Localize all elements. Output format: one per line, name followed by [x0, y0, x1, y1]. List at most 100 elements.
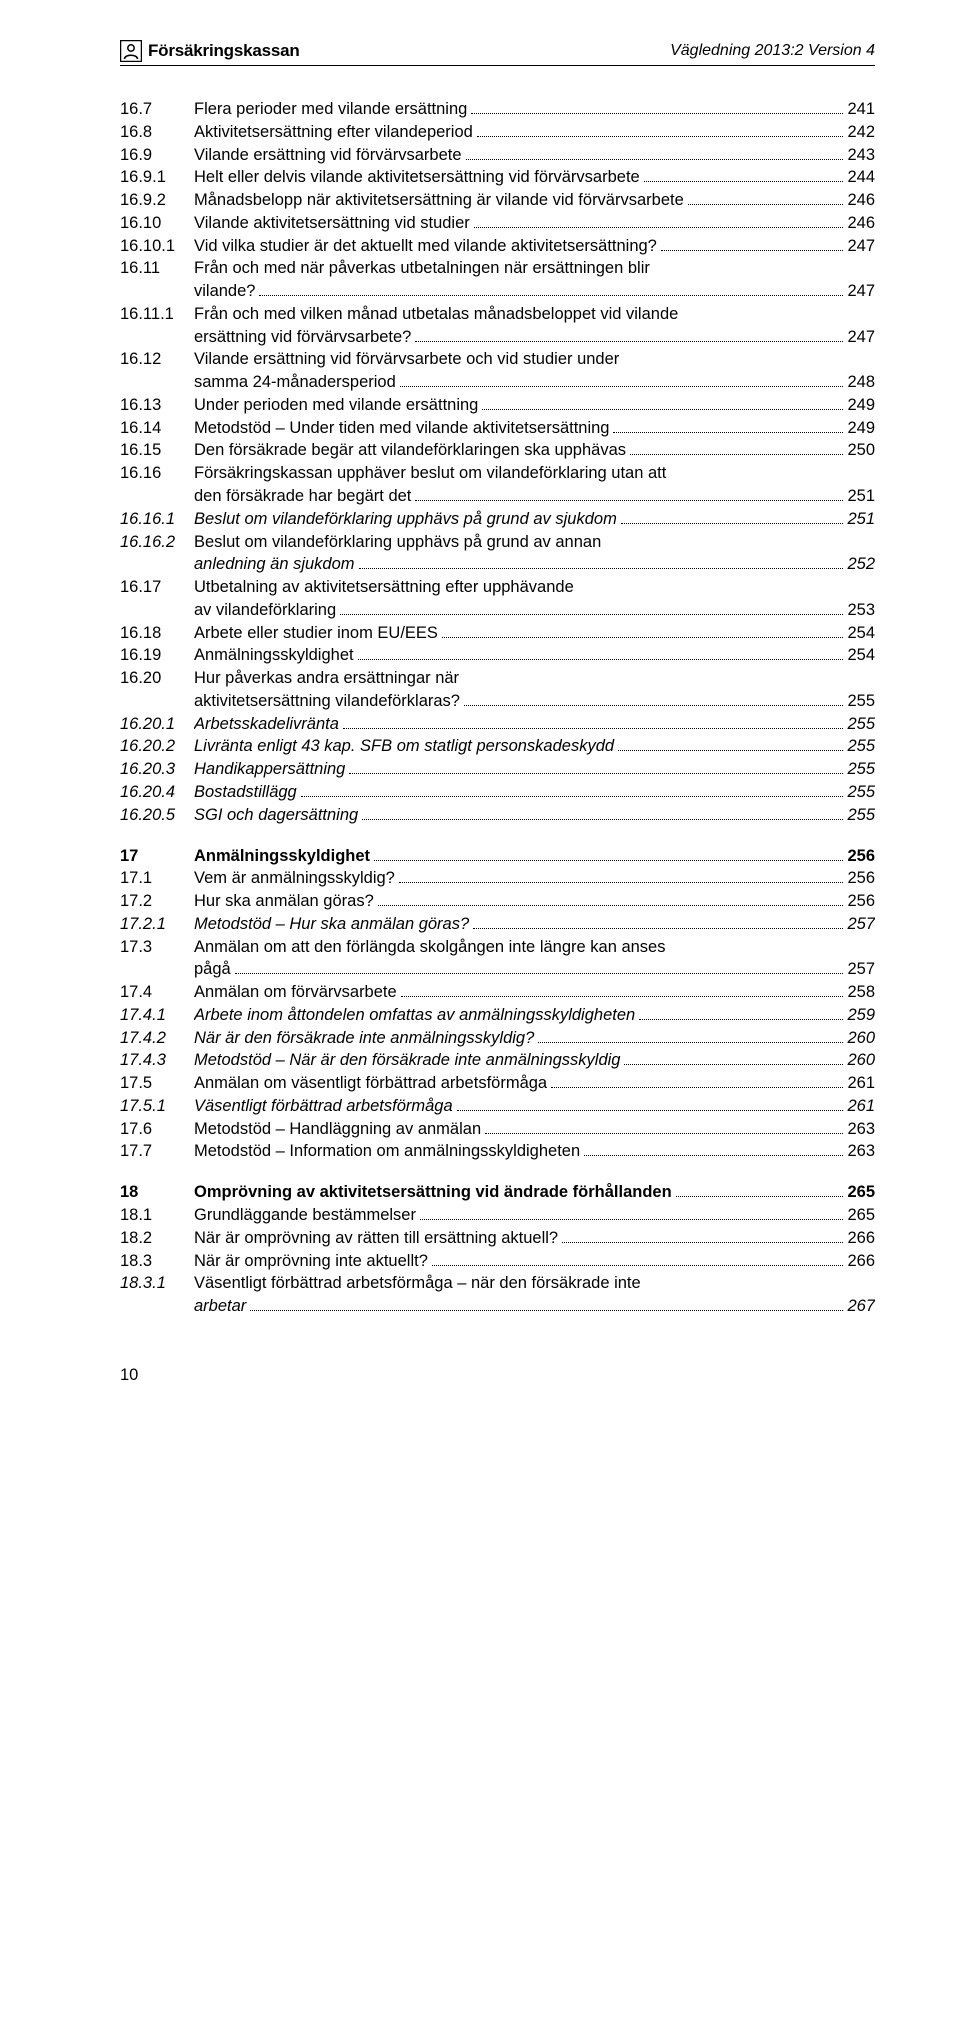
toc-page-number: 256	[847, 890, 875, 913]
toc-title-line: Väsentligt förbättrad arbetsförmåga – nä…	[194, 1272, 875, 1295]
toc-entry: 16.20.2Livränta enligt 43 kap. SFB om st…	[120, 735, 875, 758]
toc-title-line: Hur påverkas andra ersättningar när	[194, 667, 875, 690]
toc-title: Livränta enligt 43 kap. SFB om statligt …	[194, 735, 875, 758]
toc-title-text: SGI och dagersättning	[194, 804, 358, 827]
toc-page-number: 247	[847, 235, 875, 258]
toc-number: 17.2.1	[120, 913, 194, 936]
toc-title: Anmälan om att den förlängda skolgången …	[194, 936, 875, 982]
toc-entry: 17.2.1Metodstöd – Hur ska anmälan göras?…	[120, 913, 875, 936]
toc-title-line: Från och med vilken månad utbetalas måna…	[194, 303, 875, 326]
toc-leader-dots	[400, 371, 844, 387]
toc-leader-dots	[551, 1072, 843, 1088]
toc-leader-dots	[358, 645, 844, 661]
toc-title: Handikappersättning255	[194, 758, 875, 781]
toc-number: 17.6	[120, 1118, 194, 1141]
toc-number: 16.12	[120, 348, 194, 371]
toc-leader-dots	[471, 98, 843, 114]
toc-page-number: 255	[847, 713, 875, 736]
toc-page-number: 257	[847, 913, 875, 936]
toc-entry: 16.9.2Månadsbelopp när aktivitetsersättn…	[120, 189, 875, 212]
toc-title-text: Anmälan om förvärvsarbete	[194, 981, 397, 1004]
toc-title: Försäkringskassan upphäver beslut om vil…	[194, 462, 875, 508]
toc-number: 17	[120, 845, 194, 868]
toc-number: 17.5	[120, 1072, 194, 1095]
toc-leader-dots	[401, 981, 844, 997]
toc-number: 17.3	[120, 936, 194, 959]
toc-title: Metodstöd – Under tiden med vilande akti…	[194, 417, 875, 440]
toc-number: 16.20	[120, 667, 194, 690]
toc-leader-dots	[432, 1250, 844, 1266]
toc-entry: 16.16.2Beslut om vilandeförklaring upphä…	[120, 531, 875, 577]
toc-number: 17.4.3	[120, 1049, 194, 1072]
toc-title: Anmälningsskyldighet254	[194, 644, 875, 667]
toc-title-text: Väsentligt förbättrad arbetsförmåga	[194, 1095, 453, 1118]
toc-entry: 18.3När är omprövning inte aktuellt?266	[120, 1250, 875, 1273]
toc-title-line: Utbetalning av aktivitetsersättning efte…	[194, 576, 875, 599]
toc-page-number: 266	[847, 1227, 875, 1250]
toc-number: 16.10.1	[120, 235, 194, 258]
toc-page-number: 257	[847, 958, 875, 981]
toc-title: Vilande ersättning vid förvärvsarbete oc…	[194, 348, 875, 394]
toc-number: 16.9.1	[120, 166, 194, 189]
toc-title-text: Metodstöd – När är den försäkrade inte a…	[194, 1049, 620, 1072]
toc-page-number: 247	[847, 326, 875, 349]
toc-title-text: Beslut om vilandeförklaring upphävs på g…	[194, 508, 617, 531]
toc-leader-dots	[639, 1004, 843, 1020]
toc-leader-dots	[343, 713, 844, 729]
toc-page-number: 266	[847, 1250, 875, 1273]
toc-leader-dots	[399, 867, 844, 883]
toc-leader-dots	[340, 599, 843, 615]
toc-title: När är omprövning av rätten till ersättn…	[194, 1227, 875, 1250]
toc-title: Den försäkrade begär att vilandeförklari…	[194, 439, 875, 462]
toc-entry: 16.9Vilande ersättning vid förvärvsarbet…	[120, 144, 875, 167]
toc-leader-dots	[621, 508, 844, 524]
toc-leader-dots	[415, 485, 843, 501]
toc-leader-dots	[562, 1227, 843, 1243]
toc-leader-dots	[415, 326, 843, 342]
toc-leader-dots	[474, 212, 844, 228]
toc-entry: 17.2Hur ska anmälan göras?256	[120, 890, 875, 913]
toc-title: Aktivitetsersättning efter vilandeperiod…	[194, 121, 875, 144]
toc-entry: 16.9.1Helt eller delvis vilande aktivite…	[120, 166, 875, 189]
toc-number: 16.14	[120, 417, 194, 440]
toc-page-number: 247	[847, 280, 875, 303]
toc-title: Vem är anmälningsskyldig?256	[194, 867, 875, 890]
toc-number: 17.1	[120, 867, 194, 890]
toc-page-number: 259	[847, 1004, 875, 1027]
document-version: Vägledning 2013:2 Version 4	[670, 42, 875, 60]
toc-leader-dots	[359, 553, 844, 569]
toc-entry: 17.1Vem är anmälningsskyldig?256	[120, 867, 875, 890]
toc-title: Grundläggande bestämmelser265	[194, 1204, 875, 1227]
toc-entry: 16.16.1Beslut om vilandeförklaring upphä…	[120, 508, 875, 531]
toc-title-text: Helt eller delvis vilande aktivitetsersä…	[194, 166, 640, 189]
toc-title-text: Anmälan om väsentligt förbättrad arbetsf…	[194, 1072, 547, 1095]
toc-leader-dots	[688, 189, 844, 205]
toc-entry: 16.15Den försäkrade begär att vilandeför…	[120, 439, 875, 462]
toc-title: Utbetalning av aktivitetsersättning efte…	[194, 576, 875, 622]
toc-leader-dots	[676, 1181, 844, 1197]
toc-page-number: 249	[847, 394, 875, 417]
toc-title-text: ersättning vid förvärvsarbete?	[194, 326, 411, 349]
toc-entry: 16.14Metodstöd – Under tiden med vilande…	[120, 417, 875, 440]
toc-title: Metodstöd – Information om anmälningssky…	[194, 1140, 875, 1163]
toc-title-text: anledning än sjukdom	[194, 553, 355, 576]
toc-page-number: 254	[847, 622, 875, 645]
toc-number: 16.20.5	[120, 804, 194, 827]
toc-title-text: Hur ska anmälan göras?	[194, 890, 374, 913]
toc-title-line: Beslut om vilandeförklaring upphävs på g…	[194, 531, 875, 554]
org-logo-block: Försäkringskassan	[120, 40, 300, 62]
toc-number: 17.5.1	[120, 1095, 194, 1118]
toc-title-text: När är omprövning av rätten till ersättn…	[194, 1227, 558, 1250]
toc-title: Beslut om vilandeförklaring upphävs på g…	[194, 531, 875, 577]
toc-number: 17.4	[120, 981, 194, 1004]
toc-title-text: Vem är anmälningsskyldig?	[194, 867, 395, 890]
toc-title: Månadsbelopp när aktivitetsersättning är…	[194, 189, 875, 212]
toc-page-number: 252	[847, 553, 875, 576]
toc-entry: 16.10Vilande aktivitetsersättning vid st…	[120, 212, 875, 235]
section-gap	[120, 827, 875, 845]
toc-leader-dots	[250, 1295, 843, 1311]
toc-entry: 17.4.3Metodstöd – När är den försäkrade …	[120, 1049, 875, 1072]
toc-page-number: 255	[847, 690, 875, 713]
toc-number: 16.9	[120, 144, 194, 167]
toc-number: 16.9.2	[120, 189, 194, 212]
